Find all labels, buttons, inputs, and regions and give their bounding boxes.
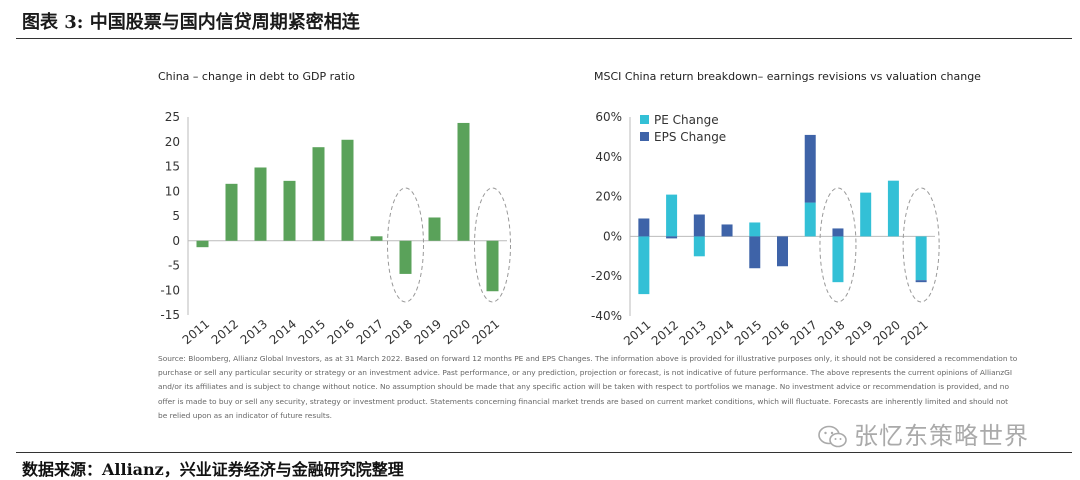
bar-eps-change-2021 — [915, 280, 927, 283]
watermark: 张忆东策略世界 — [818, 416, 1029, 451]
x-tick-label: 2017 — [787, 318, 819, 348]
watermark-text: 张忆东策略世界 — [854, 422, 1029, 450]
x-tick-label: 2018 — [815, 318, 847, 348]
x-tick-label: 2019 — [412, 317, 444, 347]
y-tick-label: -10 — [160, 283, 180, 297]
bar-eps-change-2017 — [804, 134, 816, 203]
chart-1-title: China – change in debt to GDP ratio — [158, 70, 355, 83]
msci-return-breakdown-chart: -40%-20%0%20%40%60%201120122013201420152… — [591, 110, 940, 348]
debt-to-gdp-chart: -15-10-505101520252011201220132014201520… — [160, 110, 511, 347]
x-tick-label: 2016 — [760, 318, 792, 348]
legend-swatch — [640, 115, 649, 124]
bar-eps-change-2014 — [721, 224, 733, 237]
y-tick-label: -20% — [591, 269, 622, 283]
bottom-rule — [16, 452, 1072, 453]
bar-eps-change-2015 — [749, 236, 761, 269]
source-line: 数据来源：Allianz，兴业证券经济与金融研究院整理 — [22, 460, 404, 479]
y-tick-label: 20 — [165, 135, 180, 149]
y-tick-label: 40% — [595, 150, 622, 164]
bar-pe-change-2019 — [860, 192, 872, 237]
bar-2015 — [312, 147, 325, 241]
bar-eps-change-2012 — [666, 236, 678, 239]
bar-pe-change-2021 — [915, 236, 927, 281]
bar-2016 — [341, 139, 354, 241]
bar-2011 — [196, 240, 209, 248]
bar-pe-change-2018 — [832, 236, 844, 283]
bar-2012 — [225, 183, 238, 241]
bar-pe-change-2011 — [638, 236, 650, 295]
bar-2014 — [283, 180, 296, 241]
x-tick-label: 2015 — [296, 317, 328, 347]
x-tick-label: 2021 — [898, 318, 930, 348]
bar-pe-change-2017 — [804, 202, 816, 237]
y-tick-label: 60% — [595, 110, 622, 124]
figure-title: 图表 3: 中国股票与国内信贷周期紧密相连 — [22, 12, 360, 33]
x-tick-label: 2018 — [383, 317, 415, 347]
bar-2019 — [428, 217, 441, 241]
bar-eps-change-2013 — [693, 214, 705, 237]
y-tick-label: 5 — [172, 209, 180, 223]
y-tick-label: 20% — [595, 190, 622, 204]
x-tick-label: 2014 — [267, 317, 299, 347]
bar-2017 — [370, 236, 383, 241]
x-tick-label: 2012 — [209, 317, 241, 347]
top-rule — [16, 38, 1072, 39]
highlight-ellipse-2021 — [474, 187, 511, 303]
highlight-ellipse-2021 — [902, 187, 940, 303]
x-tick-label: 2013 — [238, 317, 270, 347]
x-tick-label: 2017 — [354, 317, 386, 347]
bar-2018 — [399, 240, 412, 274]
legend-label: PE Change — [654, 113, 719, 127]
x-tick-label: 2020 — [871, 318, 903, 348]
legend-label: EPS Change — [654, 130, 726, 144]
highlight-ellipse-2018 — [819, 187, 857, 303]
y-tick-label: 15 — [165, 160, 180, 174]
bar-pe-change-2013 — [693, 236, 705, 257]
bar-eps-change-2011 — [638, 218, 650, 237]
x-tick-label: 2013 — [677, 318, 709, 348]
y-tick-label: -40% — [591, 309, 622, 323]
x-tick-label: 2014 — [704, 318, 736, 348]
x-tick-label: 2020 — [441, 317, 473, 347]
y-tick-label: -15 — [160, 308, 180, 322]
x-tick-label: 2016 — [325, 317, 357, 347]
y-tick-label: -5 — [168, 259, 180, 273]
wechat-icon — [818, 425, 847, 448]
bar-2021 — [486, 240, 499, 292]
x-tick-label: 2011 — [621, 318, 653, 348]
x-tick-label: 2012 — [649, 318, 681, 348]
x-tick-label: 2015 — [732, 318, 764, 348]
y-tick-label: 0 — [172, 234, 180, 248]
bar-eps-change-2018 — [832, 228, 844, 237]
x-tick-label: 2019 — [843, 318, 875, 348]
bar-2013 — [254, 167, 267, 241]
bar-pe-change-2012 — [666, 194, 678, 237]
y-tick-label: 0% — [603, 229, 622, 243]
bar-pe-change-2020 — [887, 180, 899, 237]
source-note: Source: Bloomberg, Allianz Global Invest… — [158, 354, 1018, 420]
bar-2020 — [457, 122, 470, 241]
y-tick-label: 25 — [165, 110, 180, 124]
y-tick-label: 10 — [165, 184, 180, 198]
bar-pe-change-2015 — [749, 222, 761, 237]
highlight-ellipse-2018 — [387, 187, 424, 303]
bar-eps-change-2016 — [777, 236, 788, 267]
legend-swatch — [640, 132, 649, 141]
x-tick-label: 2021 — [470, 317, 502, 347]
x-tick-label: 2011 — [180, 317, 212, 347]
chart-2-title: MSCI China return breakdown– earnings re… — [594, 70, 981, 83]
